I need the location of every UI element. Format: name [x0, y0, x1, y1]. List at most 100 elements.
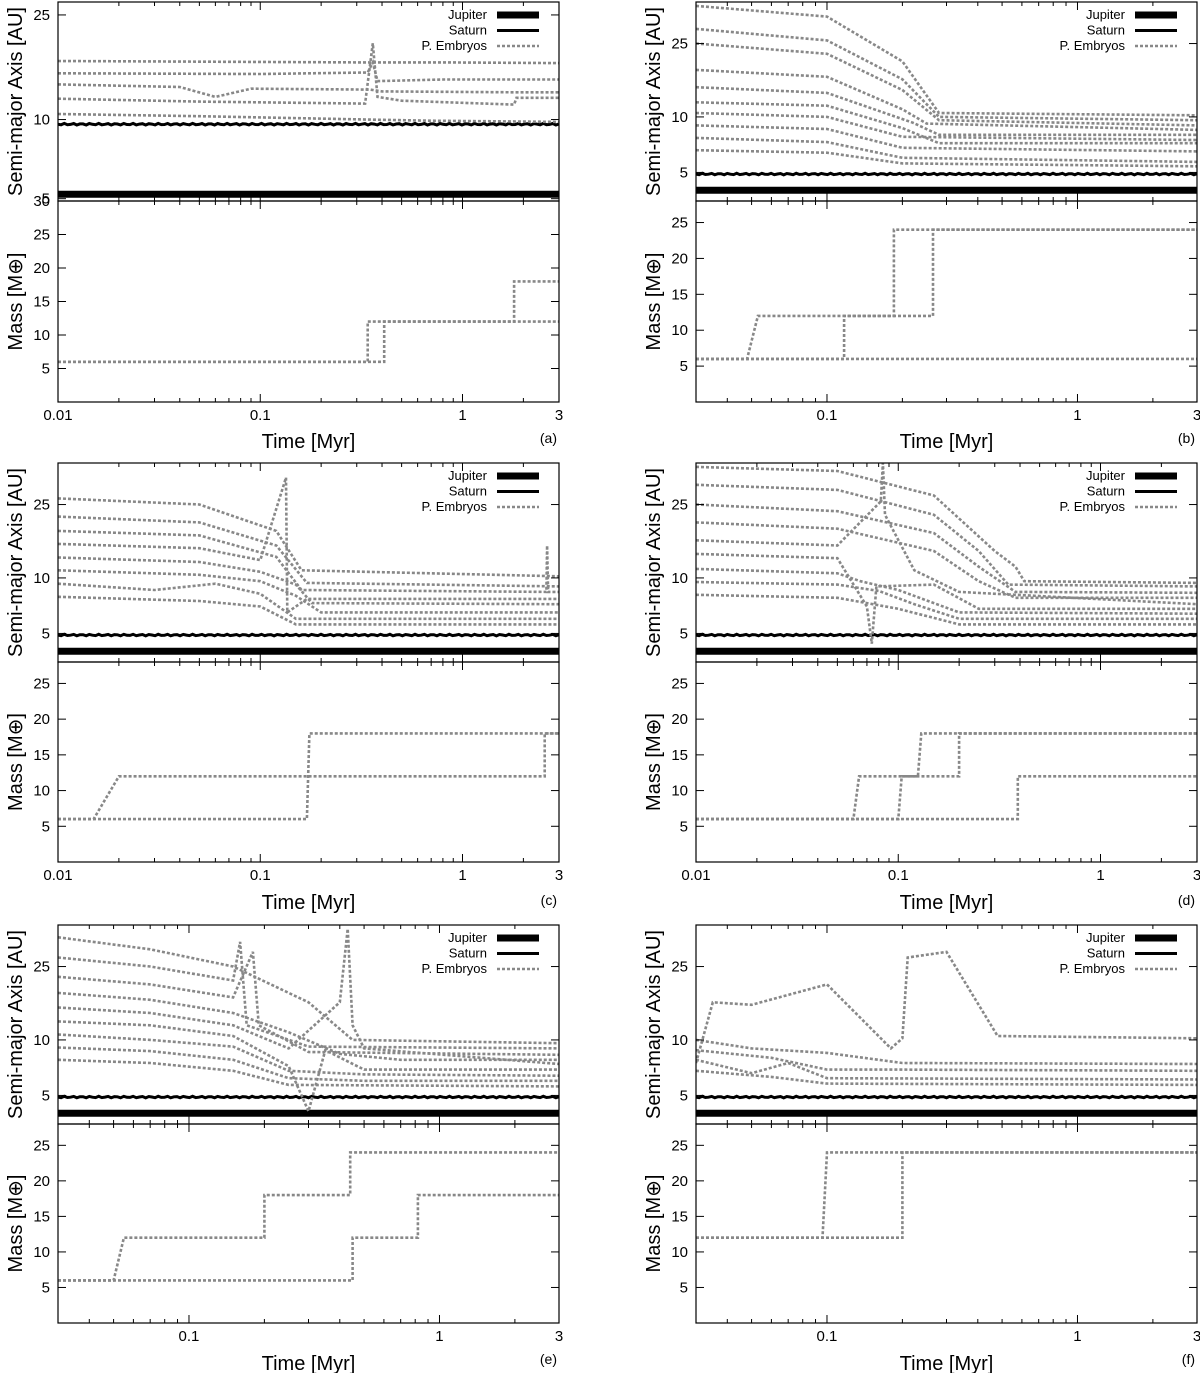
legend-label: Jupiter	[448, 930, 488, 945]
x-tick-label: 0.1	[817, 1328, 838, 1345]
mass-axis-title: Mass [M⊕]	[5, 1175, 27, 1273]
embryo-orbit-line	[58, 582, 559, 621]
mass-plot-e	[58, 1151, 559, 1282]
y-tick-label: 25	[33, 227, 50, 244]
mass-plot-d	[696, 732, 1197, 821]
y-tick-label: 25	[33, 7, 50, 24]
embryo-orbit-line	[696, 136, 1197, 164]
embryo-orbit-line	[696, 68, 1197, 132]
embryo-mass-line	[58, 320, 559, 364]
panel-e: 5 10 25 5 10 15 20 25 0.1 1 3 Time [Myr] Semi-major …	[5, 924, 563, 1373]
mass-plot-c	[58, 732, 559, 821]
embryo-orbit-line	[58, 59, 559, 65]
x-tick-label: 0.1	[179, 1328, 200, 1345]
x-tick-label: 3	[1193, 407, 1200, 424]
y-tick-label: 25	[671, 497, 688, 514]
x-tick-label: 0.1	[250, 407, 271, 424]
embryo-orbit-line	[696, 4, 1197, 117]
legend-label: P. Embryos	[1059, 499, 1125, 514]
panel-label: (f)	[1182, 1351, 1195, 1367]
legend-label: Saturn	[449, 946, 487, 961]
x-axis-title: Time [Myr]	[900, 892, 994, 914]
embryo-mass-line	[696, 775, 1197, 821]
saturn-line	[696, 171, 1197, 177]
mass-axis-title: Mass [M⊕]	[643, 1175, 665, 1273]
semi-major-plot-d	[696, 463, 1197, 655]
y-tick-label: 10	[671, 783, 688, 800]
y-tick-label: 20	[33, 1173, 50, 1190]
embryo-mass-line	[696, 228, 1197, 361]
y-tick-label: 25	[671, 675, 688, 692]
y-tick-label: 5	[680, 164, 688, 181]
x-axis-title: Time [Myr]	[900, 431, 994, 453]
x-tick-label: 0.1	[888, 867, 909, 884]
x-axis-title: Time [Myr]	[262, 431, 356, 453]
legend-label: Jupiter	[448, 468, 488, 483]
y-tick-label: 5	[42, 1279, 50, 1296]
semi-major-plot-c	[58, 477, 559, 655]
y-tick-label: 5	[42, 1087, 50, 1104]
embryo-orbit-line	[696, 111, 1197, 142]
mass-axis-title: Mass [M⊕]	[5, 713, 27, 811]
embryo-orbit-line	[696, 85, 1197, 137]
mass-axis-title: Mass [M⊕]	[643, 253, 665, 351]
x-tick-label: 3	[555, 867, 563, 884]
legend-label: Saturn	[449, 484, 487, 499]
legend-label: P. Embryos	[1059, 38, 1125, 53]
y-tick-label: 25	[671, 959, 688, 976]
x-axis-title: Time [Myr]	[262, 892, 356, 914]
y-tick-label: 5	[42, 625, 50, 642]
embryo-orbit-line	[696, 1069, 1197, 1087]
semi-major-plot-e	[58, 928, 559, 1117]
semi-major-plot-a	[58, 43, 559, 198]
legend-label: Jupiter	[1086, 930, 1126, 945]
embryo-orbit-line	[696, 1058, 1197, 1081]
panel-label: (a)	[540, 430, 557, 446]
y-tick-label: 5	[42, 361, 50, 378]
y-tick-label: 5	[42, 818, 50, 835]
semi-major-axis-title: Semi-major Axis [AU]	[5, 468, 27, 657]
y-tick-label: 30	[33, 193, 50, 210]
x-tick-label: 1	[1073, 407, 1081, 424]
saturn-line	[696, 632, 1197, 638]
mass-plot-f	[696, 1151, 1197, 1239]
y-tick-label: 15	[671, 1208, 688, 1225]
embryo-orbit-line	[58, 595, 559, 626]
embryo-orbit-line	[696, 148, 1197, 168]
semi-major-plot-b	[696, 4, 1197, 194]
y-tick-label: 10	[33, 783, 50, 800]
legend-label: P. Embryos	[421, 38, 487, 53]
y-tick-label: 5	[680, 818, 688, 835]
panel-a: 5 10 25 5 10 15 20 25 30 0.01 0.1 1 3 Time [Myr] Semi-…	[5, 1, 563, 453]
embryo-orbit-line	[58, 936, 559, 1045]
legend-label: P. Embryos	[421, 961, 487, 976]
x-tick-label: 3	[1193, 867, 1200, 884]
mass-plot-a	[58, 280, 559, 364]
x-tick-label: 3	[1193, 1328, 1200, 1345]
embryo-orbit-line	[58, 569, 559, 614]
mass-plot-b	[696, 228, 1197, 361]
embryo-orbit-line	[696, 42, 1197, 127]
y-tick-label: 20	[33, 260, 50, 277]
panel-label: (d)	[1178, 892, 1195, 908]
embryo-orbit-line	[58, 43, 559, 106]
x-tick-label: 1	[435, 1328, 443, 1345]
embryo-orbit-line	[696, 101, 1197, 145]
legend-label: P. Embryos	[1059, 961, 1125, 976]
embryo-orbit-line	[58, 951, 559, 1057]
legend-label: P. Embryos	[421, 499, 487, 514]
embryo-orbit-line	[58, 112, 559, 124]
embryo-orbit-line	[696, 503, 1197, 595]
embryo-orbit-line	[58, 515, 559, 588]
y-tick-label: 10	[671, 570, 688, 587]
x-tick-label: 0.1	[817, 407, 838, 424]
embryo-orbit-line	[696, 552, 1197, 644]
y-tick-label: 25	[671, 36, 688, 53]
embryo-orbit-line	[58, 58, 559, 83]
saturn-line	[58, 121, 559, 127]
mass-axis-title: Mass [M⊕]	[5, 253, 27, 351]
